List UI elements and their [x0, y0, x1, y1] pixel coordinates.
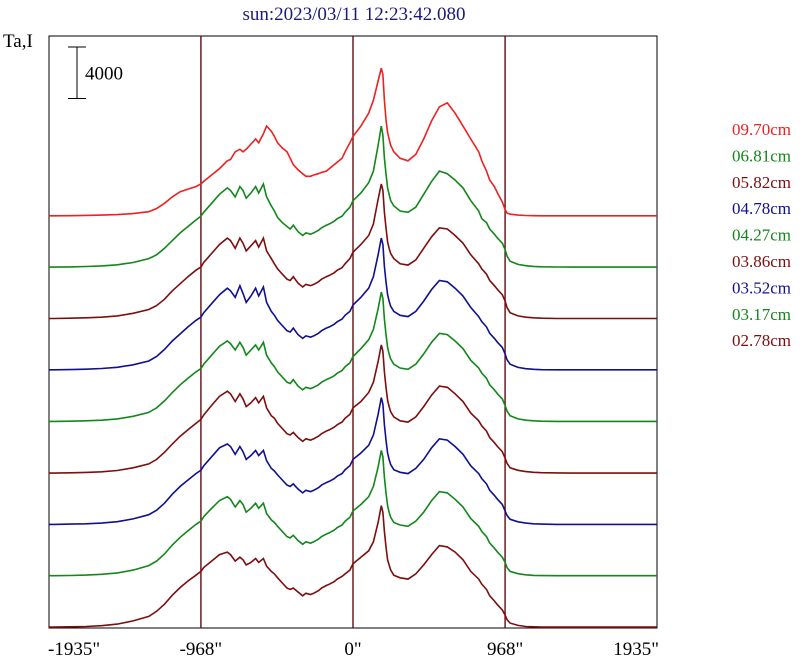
x-tick-label-3: 968": [487, 639, 523, 660]
series-line-03.52cm: [49, 397, 657, 526]
x-tick-label-4: 1935": [613, 639, 659, 660]
series-line-04.78cm: [49, 237, 657, 371]
series-line-03.86cm: [49, 344, 657, 474]
x-tick-label-2: 0": [344, 639, 361, 660]
series-line-04.27cm: [49, 291, 657, 423]
legend-entry-02.78cm: 02.78cm: [732, 331, 791, 350]
legend-entry-04.27cm: 04.27cm: [732, 226, 791, 245]
legend-entry-06.81cm: 06.81cm: [732, 146, 791, 165]
series-lines: [49, 68, 657, 628]
scale-bar: 4000: [68, 46, 123, 99]
series-line-06.81cm: [49, 125, 657, 268]
series-line-03.17cm: [49, 450, 657, 577]
chart-title: sun:2023/03/11 12:23:42.080: [242, 4, 465, 25]
series-line-09.70cm: [49, 68, 657, 217]
legend-entry-09.70cm: 09.70cm: [732, 120, 791, 139]
legend: 09.70cm 06.81cm 05.82cm 04.78cm 04.27cm 03.86…: [732, 120, 791, 350]
vertical-lines: [200, 36, 506, 628]
x-tick-labels: -1935" -968" 0" 968" 1935": [48, 639, 659, 660]
scale-bar-label: 4000: [85, 64, 123, 85]
legend-entry-04.78cm: 04.78cm: [732, 199, 791, 218]
x-tick-label-1: -968": [180, 639, 223, 660]
x-tick-label-0: -1935": [48, 639, 100, 660]
series-line-05.82cm: [49, 183, 657, 320]
legend-entry-03.17cm: 03.17cm: [732, 305, 791, 324]
series-line-02.78cm: [49, 505, 657, 628]
y-axis-label: Ta,I: [3, 31, 33, 52]
legend-entry-03.86cm: 03.86cm: [732, 252, 791, 271]
legend-entry-05.82cm: 05.82cm: [732, 173, 791, 192]
legend-entry-03.52cm: 03.52cm: [732, 278, 791, 297]
